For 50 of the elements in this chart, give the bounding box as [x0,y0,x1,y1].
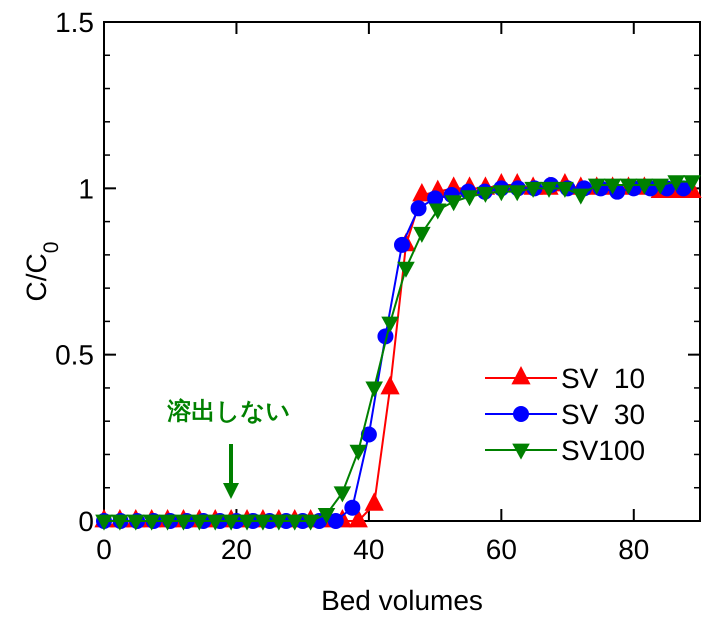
point [636,178,654,195]
y-tick-label: 1 [78,173,94,204]
point [410,200,427,216]
x-axis-title: Bed volumes [321,585,483,616]
point [302,514,320,531]
x-tick-label: 60 [486,534,517,565]
point [365,382,383,398]
point [344,500,360,516]
y-tick-label: 1.5 [55,7,94,38]
y-tick-label: 0 [78,506,94,537]
point [540,182,558,198]
annotation: 溶出しない [166,398,290,425]
point [572,188,590,205]
point [328,513,344,529]
point [238,514,256,531]
point [683,175,701,192]
point [360,426,377,443]
point [270,514,288,531]
point [142,514,160,531]
point [413,226,431,243]
point [428,204,447,220]
point [476,186,494,203]
point [286,514,304,531]
legend-label: SV100 [561,435,646,466]
point [444,195,462,212]
point [174,514,192,531]
point [381,316,399,333]
point [651,178,670,195]
point [158,514,176,531]
point [492,185,510,202]
point [206,514,224,531]
point [460,190,478,206]
point [556,182,574,198]
point [254,514,272,531]
point [334,486,352,502]
point [588,178,606,195]
legend-label: SV 30 [561,399,646,430]
point [349,444,368,461]
x-tick-label: 20 [220,534,252,565]
legend-label: SV 10 [561,363,646,394]
point [508,185,526,202]
x-tick-label: 40 [353,534,384,565]
point [397,262,415,278]
y-tick-label: 0.5 [55,340,94,371]
x-tick-label: 80 [618,534,650,565]
point [190,514,208,531]
point [667,175,685,192]
point [222,514,240,531]
point [394,236,410,253]
point [318,508,336,524]
